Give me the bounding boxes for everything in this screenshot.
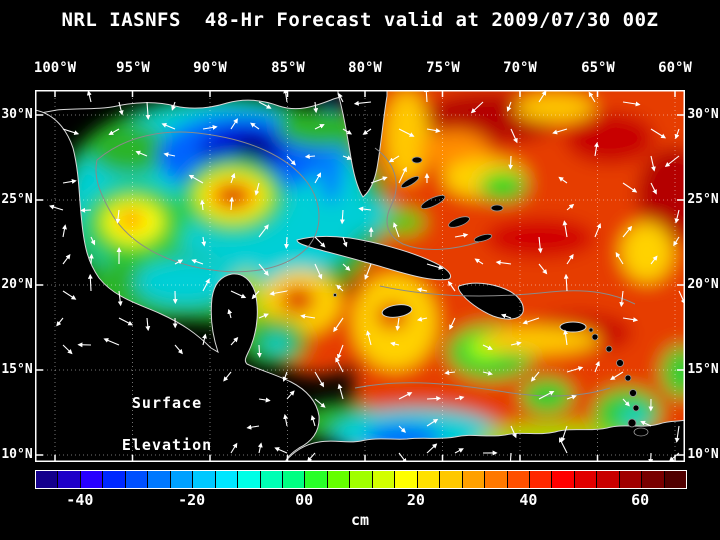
colorbar-segment bbox=[282, 471, 305, 488]
jamaica bbox=[381, 304, 413, 318]
lat-tick-label: 15°N bbox=[687, 362, 719, 377]
colorbar-segment bbox=[529, 471, 552, 488]
colorbar-segment bbox=[215, 471, 238, 488]
colorbar-tick-label: 00 bbox=[295, 491, 314, 509]
south-america bbox=[284, 419, 685, 462]
colorbar-tick-label: -40 bbox=[66, 491, 94, 509]
colorbar-segment bbox=[664, 471, 687, 488]
lat-tick-label: 20°N bbox=[687, 277, 719, 292]
colorbar-tick-labels: -40 -20 00 20 40 60 bbox=[35, 491, 685, 509]
colorbar-segment bbox=[327, 471, 350, 488]
colorbar-segment bbox=[619, 471, 642, 488]
mexico-central-america bbox=[35, 109, 320, 462]
lat-lon-gridlines bbox=[35, 90, 685, 462]
colorbar-segment bbox=[395, 471, 417, 488]
colorbar-segment bbox=[552, 471, 574, 488]
lon-tick-label: 80°W bbox=[348, 60, 382, 76]
colorbar-segment bbox=[574, 471, 597, 488]
colorbar-segment bbox=[238, 471, 260, 488]
colorbar-segment bbox=[642, 471, 664, 488]
map-panel: Surface Elevation bbox=[35, 90, 685, 462]
colorbar-segment bbox=[125, 471, 148, 488]
annotation-line2: Elevation bbox=[121, 436, 213, 454]
surface-elevation-annotation: Surface Elevation bbox=[107, 382, 227, 466]
colorbar-segment bbox=[462, 471, 485, 488]
depth-contours bbox=[95, 131, 636, 397]
figure-title: NRL IASNFS 48-Hr Forecast valid at 2009/… bbox=[61, 9, 659, 31]
colorbar-segment bbox=[507, 471, 529, 488]
lon-tick-label: 100°W bbox=[33, 60, 77, 76]
colorbar bbox=[35, 470, 687, 489]
current-vector-arrows bbox=[49, 90, 685, 462]
lat-tick-label: 30°N bbox=[1, 107, 33, 122]
colorbar-segment bbox=[58, 471, 80, 488]
colorbar-tick-label: 20 bbox=[406, 491, 425, 509]
island-chains bbox=[333, 156, 649, 437]
colorbar-segment bbox=[350, 471, 372, 488]
lon-tick-label: 60°W bbox=[658, 60, 692, 76]
colorbar-segment bbox=[305, 471, 327, 488]
land-masses bbox=[35, 90, 685, 462]
hispaniola bbox=[457, 282, 524, 320]
us-gulf-coast bbox=[35, 90, 388, 115]
colorbar-segment bbox=[260, 471, 282, 488]
lon-tick-label: 90°W bbox=[193, 60, 227, 76]
lon-tick-label: 70°W bbox=[503, 60, 537, 76]
lon-tick-label: 65°W bbox=[581, 60, 615, 76]
colorbar-segment bbox=[103, 471, 125, 488]
colorbar-segment bbox=[170, 471, 193, 488]
lat-tick-label: 30°N bbox=[687, 107, 719, 122]
colorbar-segment bbox=[193, 471, 215, 488]
lat-tick-label: 25°N bbox=[687, 192, 719, 207]
colorbar-segment bbox=[36, 471, 58, 488]
lat-tick-label: 20°N bbox=[1, 277, 33, 292]
colorbar-tick-label: 40 bbox=[519, 491, 538, 509]
lat-tick-label: 10°N bbox=[687, 447, 719, 462]
map-frame bbox=[35, 90, 685, 462]
sea-surface-elevation-field bbox=[35, 90, 685, 462]
colorbar-tick-label: -20 bbox=[178, 491, 206, 509]
lon-tick-label: 85°W bbox=[271, 60, 305, 76]
cuba bbox=[296, 235, 452, 281]
lon-tick-label: 75°W bbox=[426, 60, 460, 76]
colorbar-segment bbox=[485, 471, 507, 488]
puerto-rico bbox=[559, 321, 587, 333]
annotation-line1: Surface bbox=[131, 394, 203, 412]
colorbar-unit: cm bbox=[350, 511, 370, 529]
colorbar-segment bbox=[148, 471, 170, 488]
colorbar-segment bbox=[417, 471, 440, 488]
florida bbox=[337, 90, 388, 198]
colorbar-segment bbox=[597, 471, 619, 488]
lat-tick-label: 15°N bbox=[1, 362, 33, 377]
colorbar-segment bbox=[440, 471, 462, 488]
colorbar-tick-label: 60 bbox=[631, 491, 650, 509]
colorbar-segment bbox=[372, 471, 395, 488]
lon-tick-label: 95°W bbox=[116, 60, 150, 76]
lat-tick-label: 10°N bbox=[1, 447, 33, 462]
lat-tick-label: 25°N bbox=[1, 192, 33, 207]
colorbar-segment bbox=[80, 471, 103, 488]
